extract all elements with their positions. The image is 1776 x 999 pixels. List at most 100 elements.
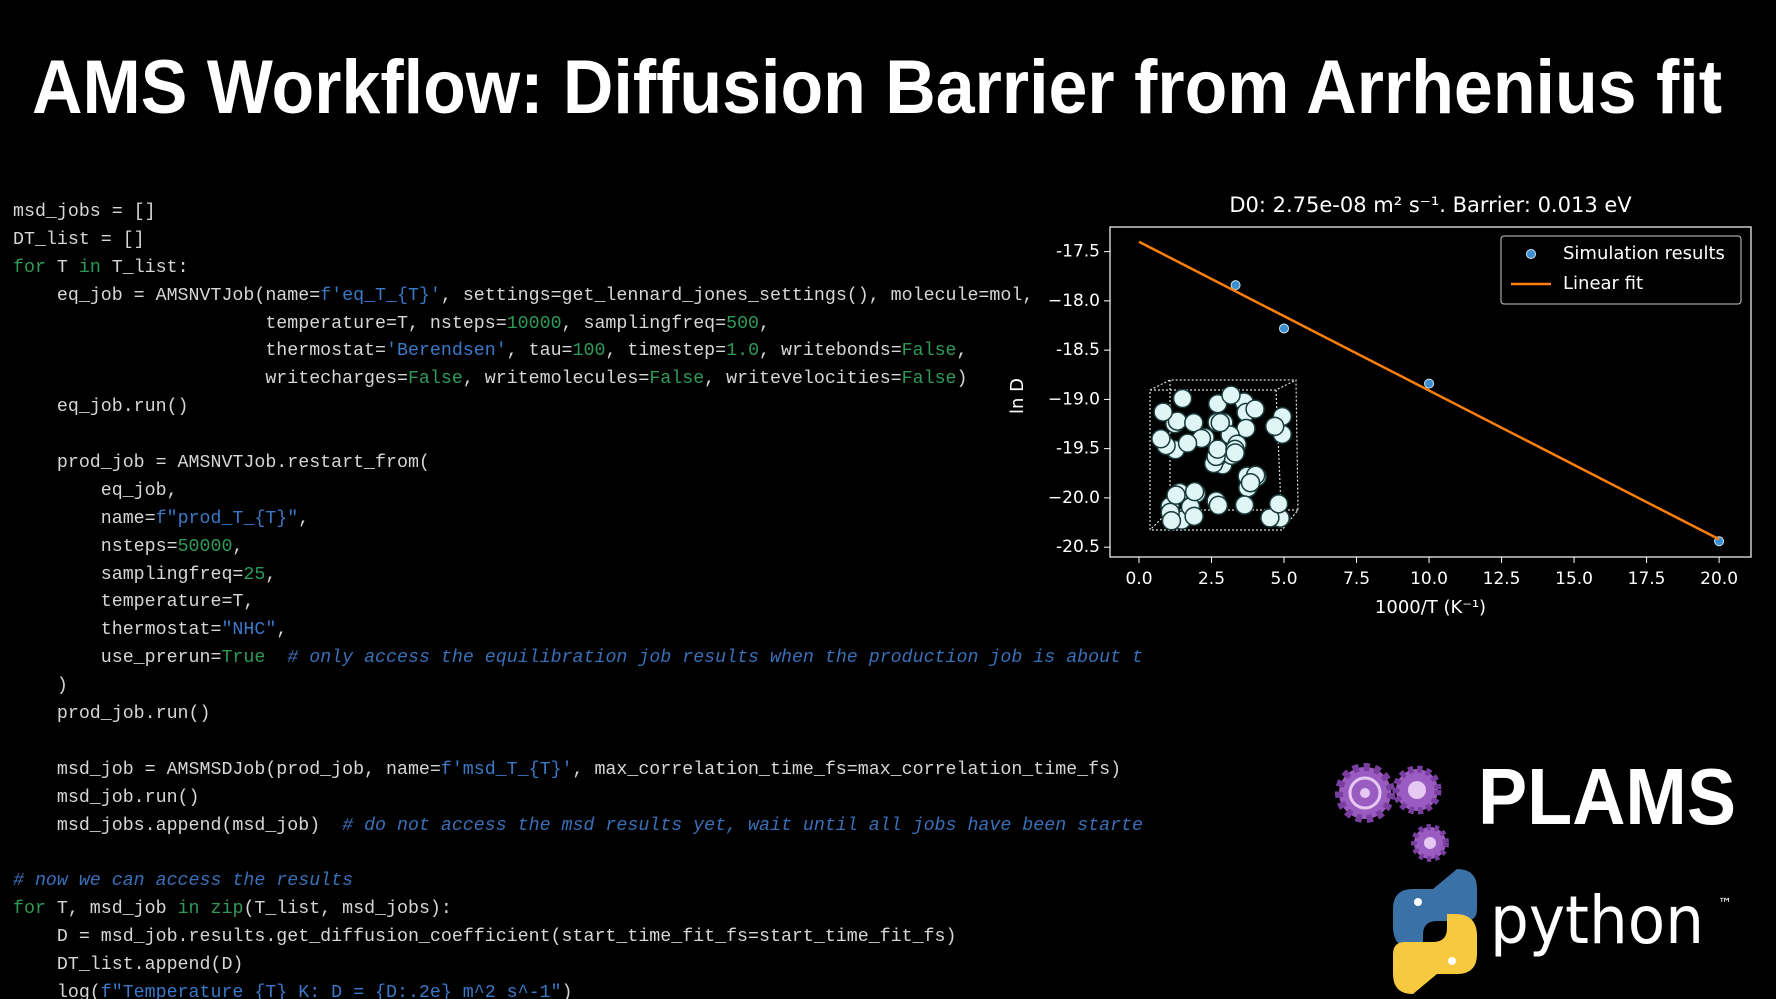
code-token: 'Berendsen' — [386, 341, 507, 362]
code-token: f'msd_T_{T}' — [440, 759, 573, 780]
inset-atom — [1245, 399, 1265, 419]
x-tick-label: 15.0 — [1555, 569, 1593, 589]
x-tick-label: 5.0 — [1271, 569, 1298, 589]
inset-atom — [1207, 439, 1228, 459]
code-token: , writebonds= — [759, 341, 902, 362]
plams-logo-text: PLAMS — [1478, 752, 1736, 841]
code-token: eq_job = AMSNVTJob(name= — [13, 285, 321, 306]
data-point — [1230, 280, 1241, 291]
code-line: temperature=T, — [13, 589, 1142, 617]
python-icon — [1393, 869, 1477, 994]
x-axis-label: 1000/T (K⁻¹) — [1375, 597, 1486, 618]
code-token: name= — [13, 508, 156, 529]
code-token: False — [407, 369, 463, 390]
code-token: , writevelocities= — [704, 369, 902, 390]
molecule-inset — [1149, 379, 1299, 531]
code-token: 50000 — [177, 536, 233, 557]
code-token: , samplingfreq= — [561, 313, 727, 334]
code-token: # now we can access the results — [13, 871, 354, 892]
code-token: D = msd_job.results.get_diffusion_coeffi… — [13, 927, 957, 948]
code-token: 100 — [572, 341, 606, 362]
slide-title: AMS Workflow: Diffusion Barrier from Arr… — [32, 45, 1722, 130]
x-tick-label: 17.5 — [1628, 569, 1666, 589]
code-line: writecharges=False, writemolecules=False… — [13, 366, 1142, 394]
code-token: DT_list = [] — [13, 229, 145, 250]
inset-atom — [1240, 472, 1261, 493]
code-token: zip — [210, 899, 244, 920]
code-token: eq_job, — [13, 480, 178, 501]
code-line: DT_list = [] — [13, 227, 1142, 255]
code-token: True — [221, 648, 266, 669]
inset-atom — [1210, 412, 1231, 433]
code-token: for — [13, 899, 46, 920]
code-line: name=f"prod_T_{T}", — [13, 506, 1142, 534]
code-line: nsteps=50000, — [13, 534, 1142, 562]
code-token: False — [649, 369, 705, 390]
code-token: ) — [13, 676, 68, 697]
python-logo-text: python — [1490, 882, 1704, 959]
y-tick-label: -18.5 — [1056, 340, 1100, 360]
code-token: T — [45, 257, 79, 278]
code-line: prod_job.run() — [13, 701, 1142, 729]
code-token: thermostat= — [13, 620, 222, 641]
inset-atom — [1184, 413, 1204, 433]
code-token: use_prerun= — [13, 648, 222, 669]
code-line: ) — [13, 673, 1142, 701]
fit-line — [1138, 240, 1720, 541]
y-tick-label: −19.0 — [1048, 389, 1100, 409]
code-token: temperature=T, — [13, 592, 255, 613]
data-point — [1424, 378, 1435, 389]
inset-atom — [1234, 495, 1255, 515]
code-token: , — [276, 620, 288, 641]
x-tick-label: 0.0 — [1125, 569, 1152, 589]
inset-atom — [1208, 495, 1229, 516]
x-tick-label: 10.0 — [1410, 569, 1448, 589]
inset-atom — [1221, 385, 1241, 405]
code-token: f"Temperature {T} K: D = {D:.2e} m^2 s^-… — [100, 982, 562, 999]
code-line: temperature=T, nsteps=10000, samplingfre… — [13, 311, 1142, 339]
code-token: , writemolecules= — [462, 369, 650, 390]
y-tick-label: -17.5 — [1056, 242, 1100, 262]
code-token: 500 — [726, 313, 760, 334]
trademark: ™ — [1718, 896, 1732, 912]
code-token: eq_job.run() — [13, 397, 189, 418]
x-tick-label: 7.5 — [1343, 569, 1370, 589]
inset-atom — [1225, 443, 1245, 463]
legend-box — [1500, 235, 1742, 305]
code-token: # only access the equilibration job resu… — [287, 648, 1142, 669]
code-token: msd_jobs = [] — [13, 202, 156, 222]
code-line: eq_job, — [13, 478, 1142, 506]
code-token: "NHC" — [221, 620, 277, 641]
inset-atom — [1268, 494, 1289, 514]
inset-atom — [1153, 402, 1173, 422]
code-token: T_list: — [100, 257, 189, 278]
code-token: prod_job = AMSNVTJob.restart_from( — [13, 453, 430, 474]
code-token: f'eq_T_{T}' — [320, 285, 441, 306]
y-tick-label: -19.5 — [1056, 439, 1100, 459]
code-line: # now we can access the results — [13, 868, 1142, 896]
code-token: 1.0 — [726, 341, 760, 362]
code-token: , tau= — [506, 341, 573, 362]
code-line: DT_list.append(D) — [13, 952, 1142, 980]
inset-atom — [1264, 416, 1285, 437]
y-tick-label: -20.5 — [1056, 537, 1100, 557]
code-token: , — [232, 536, 244, 557]
inset-atom — [1184, 506, 1204, 527]
code-token: writecharges= — [13, 369, 408, 390]
code-line: msd_jobs = [] — [13, 199, 1142, 227]
inset-atom — [1172, 388, 1193, 409]
code-token: DT_list.append(D) — [13, 955, 244, 976]
chart: D0: 2.75e-08 m² s⁻¹. Barrier: 0.013 eV 0.… — [1007, 193, 1752, 618]
inset-atom — [1161, 511, 1182, 531]
code-editor: msd_jobs = [] DT_list = [] for T in T_list… — [13, 199, 1142, 999]
y-tick-label: −20.0 — [1048, 488, 1100, 508]
code-line: eq_job.run() — [13, 394, 1142, 422]
code-token: , settings=get_lennard_jones_settings(),… — [440, 285, 1034, 306]
x-tick-label: 12.5 — [1483, 569, 1521, 589]
code-token: log( — [13, 982, 101, 999]
code-token: msd_job.run() — [13, 787, 200, 808]
code-block: prod_job = AMSNVTJob.restart_from( eq_jo… — [13, 450, 1142, 729]
code-token: samplingfreq= — [13, 564, 244, 585]
